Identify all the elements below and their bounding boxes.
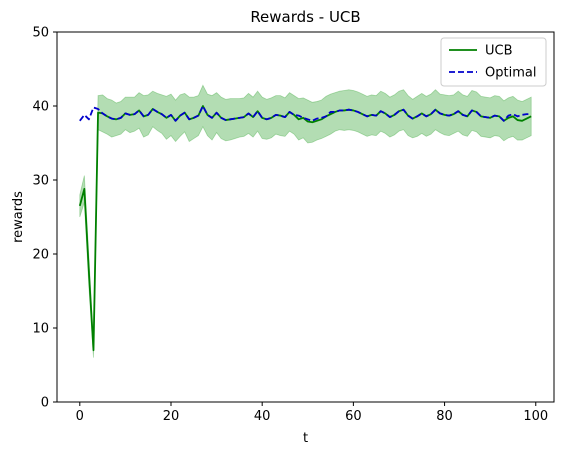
legend-label-ucb: UCB: [485, 44, 513, 59]
y-tick-label: 20: [32, 248, 49, 263]
y-tick-label: 40: [32, 100, 49, 115]
chart-title: Rewards - UCB: [250, 8, 360, 26]
x-tick-label: 0: [76, 409, 84, 424]
x-axis: 0 20 40 60 80 100: [76, 402, 548, 424]
plot-area: [78, 84, 532, 358]
x-tick-label: 80: [436, 409, 453, 424]
x-tick-label: 20: [163, 409, 180, 424]
x-tick-label: 40: [254, 409, 271, 424]
legend: UCB Optimal: [440, 37, 547, 87]
y-tick-label: 10: [32, 322, 49, 337]
y-tick-label: 30: [32, 174, 49, 189]
axes-frame: [56, 31, 555, 403]
confidence-band-group: [79, 84, 532, 358]
series-line-optimal: [79, 105, 532, 122]
x-axis-label: t: [303, 431, 308, 446]
y-axis: 0 10 20 30 40 50: [32, 26, 57, 411]
confidence-band-ucb: [79, 84, 532, 358]
y-axis-label: rewards: [11, 191, 26, 243]
y-tick-label: 50: [32, 26, 49, 41]
y-tick-label: 0: [41, 396, 49, 411]
x-tick-label: 60: [345, 409, 362, 424]
x-tick-label: 100: [523, 409, 548, 424]
series-lines-group: [78, 105, 532, 352]
legend-label-optimal: Optimal: [485, 66, 536, 81]
